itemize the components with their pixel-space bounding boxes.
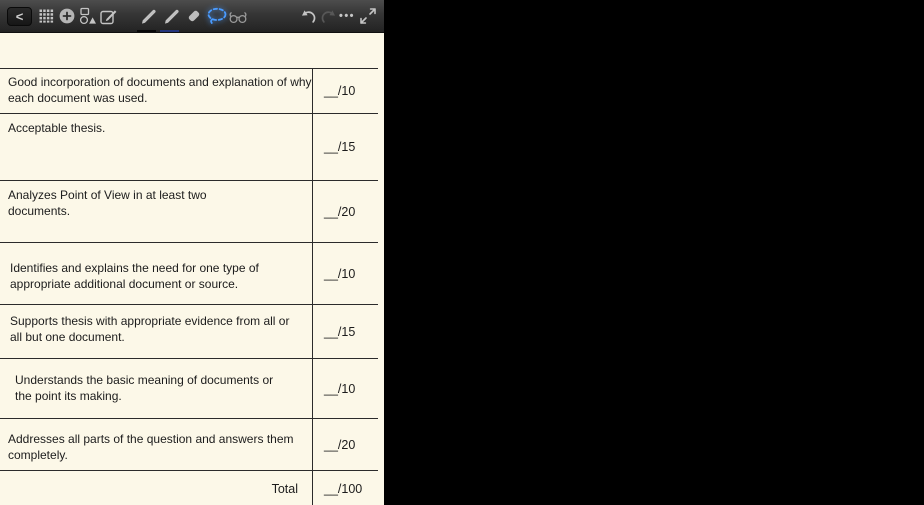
undo-icon [302,10,316,23]
criterion-cell: Supports thesis with appropriate evidenc… [0,305,313,358]
criterion-cell: Good incorporation of documents and expl… [0,69,313,113]
compose-icon [99,9,116,24]
note-app-window: < [0,0,384,505]
score-cell: __/20 [324,204,356,219]
fullscreen-button[interactable] [357,4,379,28]
score-cell: __/10 [324,84,356,98]
redo-icon [321,10,335,23]
rubric-table: Good incorporation of documents and expl… [0,68,378,505]
add-page-button[interactable] [56,4,78,28]
undo-button[interactable] [297,4,319,28]
pen1-color-underline [137,29,156,32]
rubric-row: Analyzes Point of View in at least two d… [0,181,378,243]
rubric-row: Supports thesis with appropriate evidenc… [0,305,378,359]
total-label: Total [271,482,298,496]
total-label-cell: Total [0,471,313,505]
shapes-tool-button[interactable] [76,4,98,28]
criterion-cell: Understands the basic meaning of documen… [0,359,313,418]
expand-arrows-icon [360,8,376,24]
criterion-text: Acceptable thesis. [8,121,106,135]
back-button[interactable]: < [7,7,32,26]
eraser-tool-button[interactable] [183,4,205,28]
rubric-row: Acceptable thesis. __/15 [0,114,378,181]
page-canvas[interactable]: Good incorporation of documents and expl… [0,33,384,505]
black-letterbox [384,0,924,505]
rubric-row: Addresses all parts of the question and … [0,419,378,471]
lasso-tool-button[interactable] [204,4,230,28]
criterion-cell: Addresses all parts of the question and … [0,419,313,470]
rubric-row: Good incorporation of documents and expl… [0,69,378,114]
score-cell: __/20 [324,437,356,452]
score-cell: __/15 [324,140,356,154]
pen-icon [141,9,156,24]
lasso-icon [207,7,227,24]
criterion-text: Supports thesis with appropriate evidenc… [10,314,290,344]
thumbnails-grid-icon [39,9,53,23]
glasses-icon [229,11,247,23]
criterion-cell: Acceptable thesis. [0,114,313,180]
plus-circle-icon [59,8,75,24]
criterion-text: Analyzes Point of View in at least two d… [8,188,207,218]
read-mode-button[interactable] [227,4,249,28]
pen2-color-underline [160,29,179,32]
score-cell: __/15 [324,324,356,339]
shapes-icon [79,7,96,25]
total-score-cell: __/100 [324,481,363,496]
rubric-row: Understands the basic meaning of documen… [0,359,378,419]
rubric-row: Identifies and explains the need for one… [0,243,378,305]
criterion-text: Identifies and explains the need for one… [10,261,259,291]
score-cell: __/10 [324,266,356,281]
rubric-total-row: Total __/100 [0,471,378,505]
criterion-text: Addresses all parts of the question and … [8,432,294,462]
criterion-cell: Analyzes Point of View in at least two d… [0,181,313,242]
toolbar: < [0,0,384,33]
pen-tool-2-button[interactable] [160,4,182,28]
score-cell: __/10 [324,381,356,396]
pen-icon [164,9,179,24]
criterion-text: Understands the basic meaning of documen… [15,373,274,403]
more-button[interactable]: ••• [336,4,358,28]
eraser-icon [188,10,200,22]
criterion-text: Good incorporation of documents and expl… [8,75,312,105]
compose-button[interactable] [97,4,119,28]
thumbnails-button[interactable] [35,4,57,28]
redo-button[interactable] [318,4,340,28]
criterion-cell: Identifies and explains the need for one… [0,243,313,304]
pen-tool-1-button[interactable] [137,4,159,28]
